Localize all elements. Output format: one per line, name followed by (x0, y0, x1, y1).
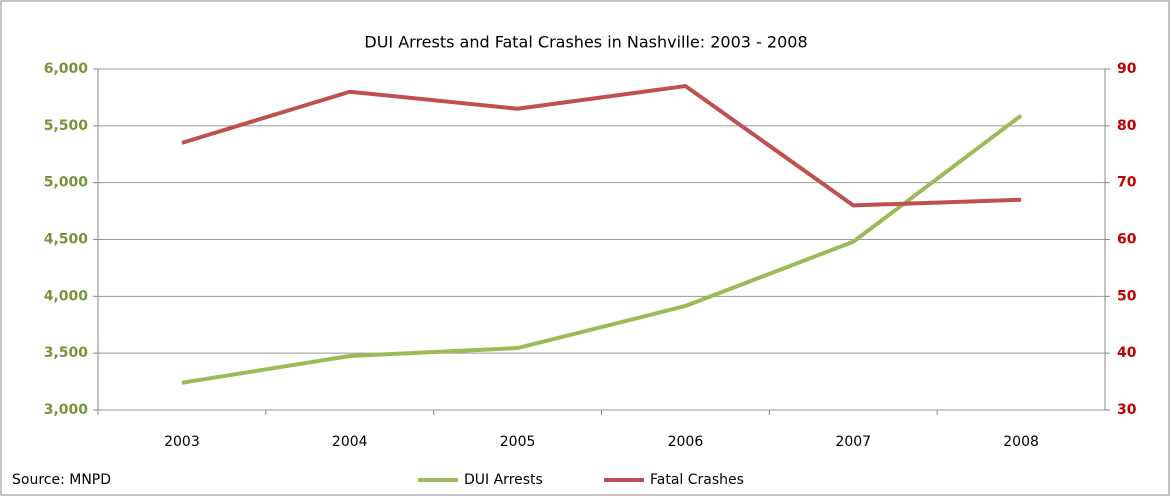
line-series (181, 84, 1022, 208)
legend-label: Fatal Crashes (650, 472, 744, 488)
y-tick-label: 3,000 (44, 402, 89, 418)
x-tick-label: 2005 (500, 434, 536, 450)
y2-tick-label: 90 (1117, 61, 1137, 77)
x-tick-label: 2003 (164, 434, 200, 450)
x-tick-label: 2004 (332, 434, 368, 450)
y2-tick-label: 50 (1117, 288, 1137, 304)
y2-tick-label: 70 (1117, 175, 1137, 191)
line-series (181, 114, 1023, 385)
y-tick-label: 4,500 (44, 232, 89, 248)
legend-label: DUI Arrests (464, 472, 543, 488)
y2-tick-label: 80 (1117, 118, 1137, 134)
y2-tick-label: 30 (1117, 402, 1137, 418)
x-tick-label: 2008 (1003, 434, 1039, 450)
chart-title: DUI Arrests and Fatal Crashes in Nashvil… (364, 33, 807, 52)
y-tick-label: 4,000 (44, 288, 89, 304)
x-tick-label: 2007 (835, 434, 871, 450)
y-tick-label: 3,500 (44, 345, 89, 361)
x-tick-label: 2006 (668, 434, 704, 450)
y2-tick-label: 60 (1117, 232, 1137, 248)
source-note: Source: MNPD (12, 472, 111, 488)
y-tick-label: 5,500 (44, 118, 89, 134)
y-tick-label: 5,000 (44, 175, 89, 191)
y-tick-label: 6,000 (44, 61, 89, 77)
y2-tick-label: 40 (1117, 345, 1137, 361)
